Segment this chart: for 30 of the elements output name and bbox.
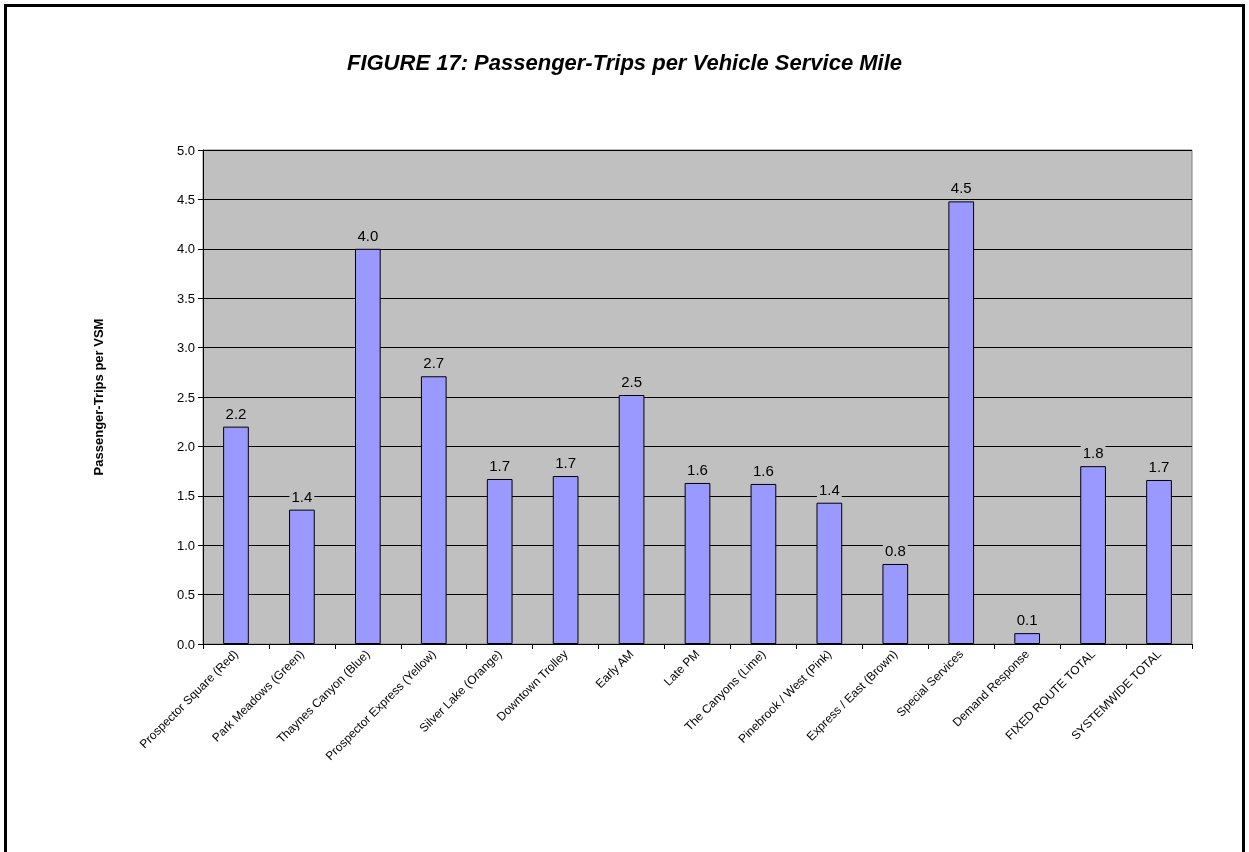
- y-axis-title: Passenger-Trips per VSM: [91, 318, 106, 476]
- y-tick-label: 2.5: [176, 389, 195, 405]
- y-tick-label: 3.0: [176, 340, 195, 356]
- y-tick-label: 4.5: [176, 191, 195, 207]
- y-tick-label: 1.5: [176, 488, 195, 504]
- data-label: 1.6: [687, 460, 708, 478]
- data-label: 0.8: [884, 541, 906, 559]
- y-tick-label: 4.0: [176, 241, 195, 257]
- y-tick-label: 2.0: [176, 438, 195, 454]
- data-label: 1.4: [291, 487, 313, 505]
- data-label: 1.8: [1082, 444, 1104, 462]
- data-label: 1.7: [1148, 457, 1170, 475]
- y-tick-label: 0.5: [176, 587, 195, 603]
- chart-title: FIGURE 17: Passenger-Trips per Vehicle Service Mile: [346, 49, 903, 75]
- y-tick-label: 1.0: [176, 537, 195, 553]
- data-label: 4.0: [357, 226, 379, 244]
- y-tick-label: 3.5: [176, 290, 195, 306]
- data-label: 2.2: [225, 404, 247, 422]
- bar: [1014, 633, 1041, 644]
- y-tick-label: 5.0: [176, 142, 195, 158]
- data-label: 2.5: [621, 373, 642, 391]
- data-label: 1.6: [753, 461, 774, 479]
- data-label: 4.5: [950, 179, 972, 197]
- y-tick-label: 0.0: [176, 636, 195, 652]
- data-label: 1.7: [555, 454, 577, 472]
- x-tick-label: Late PM: [660, 647, 703, 689]
- data-label: 1.7: [489, 457, 511, 474]
- data-label: 0.1: [1016, 611, 1038, 629]
- data-label: 2.7: [423, 354, 445, 372]
- data-label: 1.4: [818, 480, 840, 498]
